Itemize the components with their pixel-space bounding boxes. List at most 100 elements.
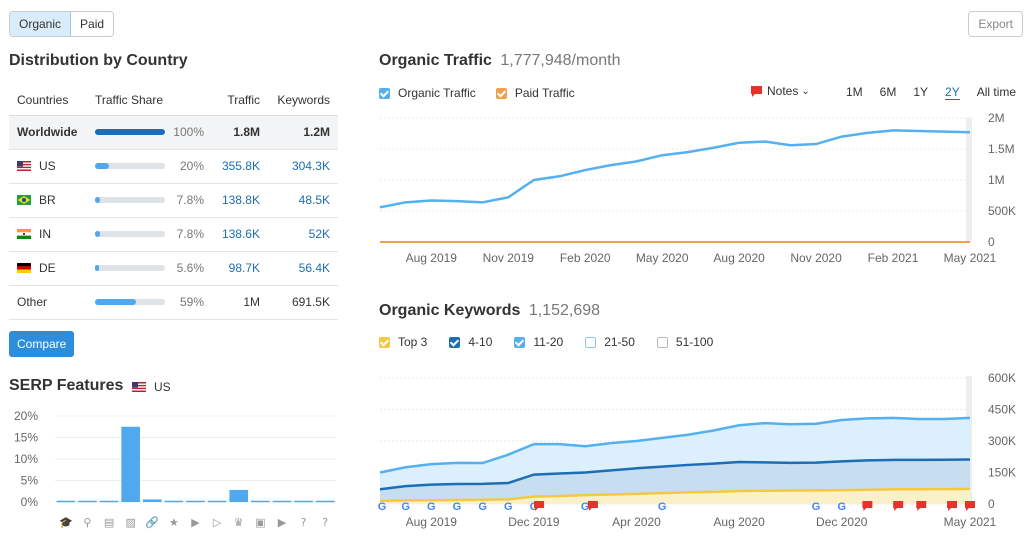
share-bar: [95, 129, 165, 135]
y-tick-label: 0: [988, 497, 995, 511]
serp-country-selector[interactable]: US: [132, 380, 171, 394]
traffic-value[interactable]: 98.7K: [212, 251, 268, 286]
google-update-icon: G: [530, 501, 539, 513]
x-tick-label: May 2021: [944, 515, 997, 529]
serp-bar: [78, 500, 97, 503]
note-flag-icon: [862, 501, 873, 511]
organic-traffic-chart: 0 500K 1M 1.5M 2M Aug 2019 Nov 2019 Feb 2020 May…: [379, 111, 1016, 265]
in-flag-icon: [17, 229, 31, 239]
country-row[interactable]: BR 7.8% 138.8K 48.5K: [9, 183, 338, 218]
br-flag-icon: [17, 195, 31, 205]
play-icon: ▶: [191, 516, 200, 529]
col-traffic: Traffic: [212, 86, 268, 116]
range-1m[interactable]: 1M: [846, 85, 863, 99]
organic-traffic-line: [379, 129, 971, 209]
serp-bar: [251, 500, 270, 503]
share-bar: [95, 163, 165, 169]
share-cell: 7.8%: [87, 183, 212, 218]
share-bar-fill: [95, 231, 101, 237]
serp-bar: [121, 426, 140, 502]
organic-traffic-title: Organic Traffic 1,777,948/month: [379, 52, 620, 70]
kw-51-100-checkbox[interactable]: [656, 336, 668, 348]
y-tick-label: 600K: [988, 371, 1016, 385]
range-6m[interactable]: 6M: [879, 85, 897, 99]
serp-bar: [272, 500, 292, 503]
question-circle-icon: ?: [301, 516, 307, 529]
country-row[interactable]: DE 5.6% 98.7K 56.4K: [9, 251, 338, 286]
kw-4-10-checkbox[interactable]: [449, 336, 461, 348]
country-row[interactable]: Other 59% 1M 691.5K: [9, 285, 338, 320]
kw-11-20-checkbox[interactable]: [514, 336, 526, 348]
y-tick-label: 0%: [21, 495, 39, 509]
video-icon: ▷: [213, 516, 222, 529]
country-name-cell: DE: [9, 251, 87, 286]
serp-features-title: SERP Features: [9, 377, 124, 394]
country-name: Other: [17, 295, 48, 309]
keywords-value: 1.2M: [268, 115, 338, 150]
organic-traffic-checkbox[interactable]: [379, 87, 390, 99]
range-all-time[interactable]: All time: [976, 85, 1017, 99]
compare-button[interactable]: Compare: [9, 331, 75, 357]
traffic-legend: Organic Traffic Paid Traffic: [379, 86, 575, 100]
top3-line: [379, 487, 971, 503]
image-icon: ▨: [125, 516, 135, 529]
traffic-value[interactable]: 355.8K: [212, 149, 268, 184]
country-row[interactable]: IN 7.8% 138.6K 52K: [9, 217, 338, 252]
traffic-value: 1M: [212, 285, 268, 320]
keywords-value[interactable]: 304.3K: [268, 149, 338, 184]
share-cell: 20%: [87, 149, 212, 184]
x-tick-label: Dec 2020: [816, 515, 868, 529]
top3-checkbox[interactable]: [379, 336, 390, 348]
chevron-down-icon: ⌄: [801, 85, 810, 97]
paid-traffic-checkbox[interactable]: [495, 87, 507, 99]
x-tick-label: Nov 2019: [483, 251, 535, 265]
keywords-legend: Top 3 4-10 11-20 21-50 51-100: [379, 335, 713, 349]
x-tick-label: May 2020: [636, 251, 689, 265]
google-update-icon: G: [658, 501, 667, 513]
share-cell: 59%: [87, 285, 212, 320]
country-name-cell: IN: [9, 217, 87, 252]
google-update-icon: G: [401, 501, 410, 513]
share-bar-fill: [95, 197, 101, 203]
range-2y[interactable]: 2Y: [945, 85, 960, 100]
top3-area: [380, 488, 970, 504]
range-1y[interactable]: 1Y: [913, 85, 929, 99]
legend-organic-traffic: Organic Traffic: [398, 86, 476, 100]
serp-bar: [142, 499, 162, 502]
x-tick-label: Feb 2021: [868, 251, 919, 265]
star-icon: ★: [169, 516, 179, 529]
x-tick-label: Feb 2020: [560, 251, 611, 265]
note-flag-icon: [916, 501, 927, 511]
y-tick-label: 500K: [988, 204, 1016, 218]
keywords-value[interactable]: 48.5K: [268, 183, 338, 218]
organic-traffic-value: 1,777,948/month: [500, 52, 621, 69]
x-tick-label: Apr 2020: [612, 515, 661, 529]
export-button[interactable]: Export: [968, 11, 1023, 37]
share-bar: [95, 265, 165, 271]
google-update-icon: G: [427, 501, 436, 513]
country-row[interactable]: Worldwide 100% 1.8M 1.2M: [9, 115, 338, 150]
chart-edge: [966, 118, 972, 242]
share-bar-fill: [95, 265, 99, 271]
legend-4-10: 4-10: [468, 335, 493, 349]
country-name: IN: [39, 227, 51, 241]
keywords-value[interactable]: 52K: [268, 217, 338, 252]
country-distribution-title: Distribution by Country: [9, 52, 188, 69]
organic-tab[interactable]: Organic: [10, 12, 72, 36]
country-name-cell: BR: [9, 183, 87, 218]
notes-dropdown[interactable]: Notes ⌄: [750, 84, 810, 98]
traffic-value[interactable]: 138.6K: [212, 217, 268, 252]
x-tick-label: Dec 2019: [508, 515, 560, 529]
kw-21-50-checkbox[interactable]: [585, 336, 597, 348]
share-percent: 59%: [179, 295, 204, 309]
google-update-icon: G: [378, 501, 387, 513]
share-bar-fill: [95, 299, 137, 305]
note-flag-icon: [587, 501, 598, 511]
traffic-value[interactable]: 138.8K: [212, 183, 268, 218]
us-flag-icon: [132, 382, 146, 392]
country-row[interactable]: US 20% 355.8K 304.3K: [9, 149, 338, 184]
paid-tab[interactable]: Paid: [71, 12, 114, 36]
serp-bar: [207, 500, 227, 503]
keywords-value[interactable]: 56.4K: [268, 251, 338, 286]
serp-features-chart: 0% 5% 10% 15% 20% 🎓 ⚲ ▤ ▨ 🔗 ★ ▶ ▷ ♛ ▣ ▶??: [14, 409, 336, 529]
